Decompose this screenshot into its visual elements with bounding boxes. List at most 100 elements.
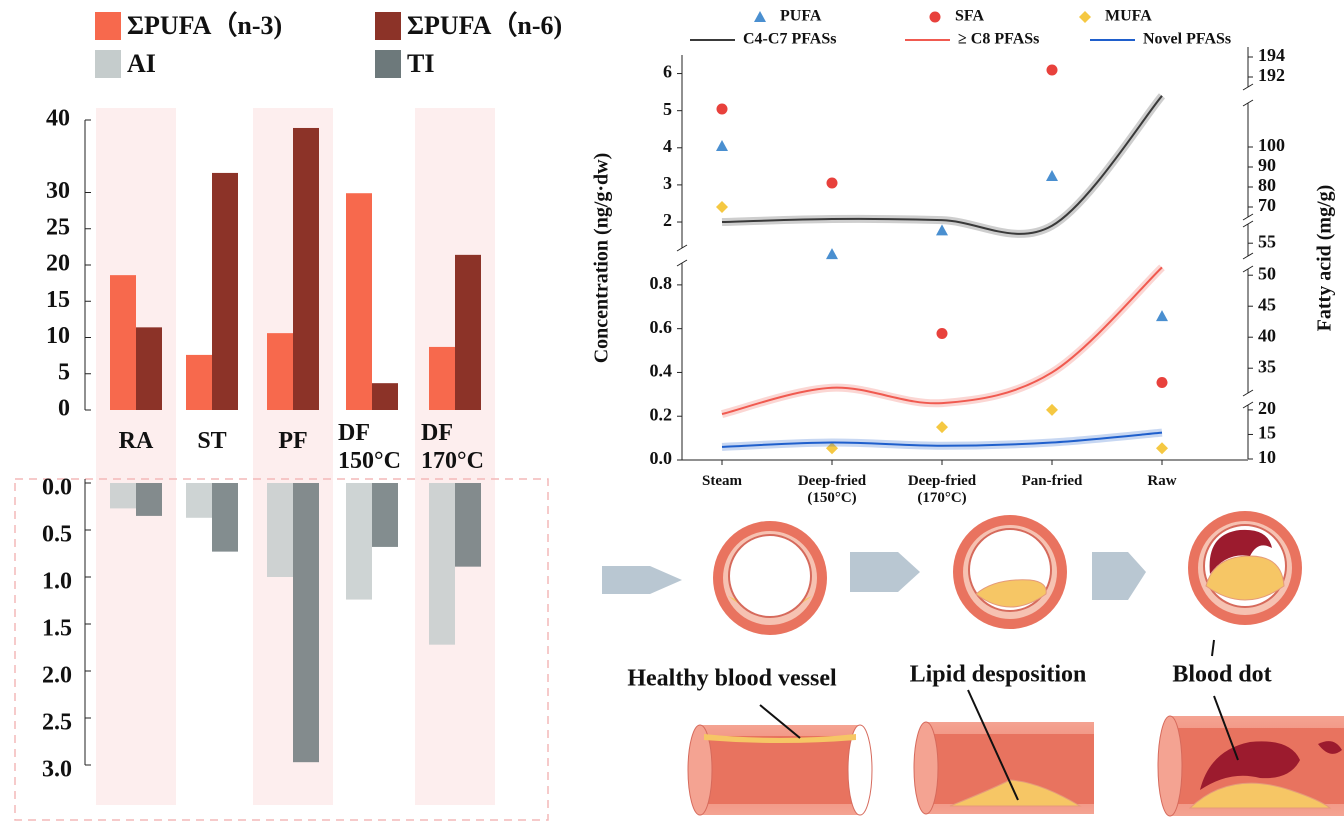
y-tick-label: 70	[1258, 195, 1276, 215]
diagram-label: Blood dot	[1172, 662, 1271, 688]
column-band	[96, 108, 176, 805]
column-band	[415, 108, 495, 805]
confidence-band	[721, 264, 1165, 418]
x-tick-label: Deep-fried (170°C)	[907, 473, 977, 507]
y-tick-label: 4	[663, 136, 672, 156]
scatter-point	[826, 442, 838, 455]
x-tick-label: RA	[118, 428, 154, 454]
axis-break	[1242, 389, 1254, 397]
bar	[455, 254, 481, 410]
bar	[186, 354, 212, 410]
y-tick-label: 90	[1258, 155, 1276, 175]
y-tick-label: 0	[58, 396, 70, 422]
legend-label: SFA	[955, 8, 984, 25]
x-tick-label: DF 150°C	[338, 420, 401, 474]
scatter-point	[936, 327, 948, 339]
y-tick-label: 3	[663, 173, 672, 193]
bar	[372, 483, 398, 547]
arrow	[850, 552, 920, 592]
scatter-point	[929, 11, 941, 23]
legend-swatch	[95, 12, 121, 40]
y-tick-label: 5	[58, 359, 70, 385]
bar	[136, 483, 162, 516]
legend-label: ≥ C8 PFASs	[958, 31, 1039, 48]
y-tick-label: 40	[46, 106, 70, 132]
line	[721, 266, 1163, 416]
confidence-band	[721, 93, 1166, 238]
y-tick-label: 1.0	[42, 569, 72, 595]
legend-label: ΣPUFA（n-3)	[127, 11, 282, 40]
y-tick-label: 50	[1258, 263, 1276, 283]
axis-break	[1242, 401, 1254, 409]
axis-break	[676, 244, 688, 252]
diagram-label: Healthy blood vessel	[627, 666, 837, 692]
x-tick-label: Raw	[1147, 473, 1177, 489]
bar	[136, 327, 162, 410]
x-tick-label: Pan-fried	[1021, 473, 1083, 489]
bar	[372, 383, 398, 410]
vessel-tube	[1157, 639, 1344, 817]
y-tick-label: 10	[1258, 447, 1276, 467]
y-tick-label: 45	[1258, 294, 1276, 314]
y-tick-label: 2	[663, 210, 672, 230]
legend-label: Novel PFASs	[1143, 31, 1231, 48]
bar	[293, 483, 319, 763]
scatter-point	[1046, 170, 1058, 181]
bar	[455, 483, 481, 567]
legend-label: MUFA	[1105, 8, 1152, 25]
scatter-point	[826, 177, 838, 189]
bar	[110, 483, 136, 509]
x-tick-label: Steam	[702, 473, 742, 489]
scatter-point	[716, 201, 728, 213]
scatter-point	[1079, 11, 1091, 23]
y-tick-label: 100	[1258, 135, 1285, 155]
y-tick-label: 10	[46, 323, 70, 349]
x-tick-label: Deep-fried (150°C)	[797, 473, 867, 507]
scatter-point	[1046, 64, 1058, 76]
legend-label: TI	[407, 49, 434, 78]
right-chart: 0.00.20.40.60.82345610152035404550557080…	[591, 8, 1336, 468]
vessel-section	[713, 521, 827, 635]
left-chart: 0 5 10 15 20 25 30 40 0.0 0.5 1.0 1.5 2.0 2.5 3.0 ΣPUFA…	[14, 11, 562, 821]
y-tick-label: 35	[1258, 356, 1276, 376]
y-tick-label: 40	[1258, 325, 1276, 345]
scatter-point	[936, 421, 948, 434]
y-axis-title: Concentration (ng/g·dw)	[591, 153, 613, 364]
bar	[186, 483, 212, 518]
bar	[110, 275, 136, 410]
vessel-section	[953, 515, 1067, 629]
scatter-point	[716, 140, 728, 151]
bar	[346, 483, 372, 600]
diagram: Healthy blood vessel Lipid desposition B…	[602, 511, 1344, 817]
bar	[293, 127, 319, 410]
legend-swatch	[375, 50, 401, 78]
bar	[212, 483, 238, 552]
y-tick-label: 15	[1258, 423, 1276, 443]
legend-label: PUFA	[780, 8, 822, 25]
x-tick-label: ST	[197, 428, 227, 454]
bar	[429, 346, 455, 410]
scatter-point	[1156, 442, 1168, 455]
y-tick-label: 0.5	[42, 522, 72, 548]
axis-break	[1242, 213, 1254, 221]
vessel-tube	[687, 704, 873, 816]
line	[721, 431, 1163, 448]
y-tick-label: 2.5	[42, 710, 72, 736]
axis-break	[1242, 99, 1254, 107]
y-tick-label: 194	[1258, 45, 1285, 65]
bar	[429, 483, 455, 645]
bar	[267, 333, 293, 410]
y-tick-label: 15	[46, 287, 70, 313]
vessel-section	[1188, 511, 1302, 625]
scatter-point	[1156, 376, 1168, 388]
x-tick-label: PF	[278, 428, 308, 454]
scatter-point	[1046, 403, 1058, 416]
axis-break	[1242, 220, 1254, 228]
y-tick-label: 0.2	[650, 404, 673, 424]
axis-break	[1242, 265, 1254, 273]
legend-label: C4-C7 PFASs	[743, 31, 836, 48]
x-tick-label: DF 170°C	[421, 420, 484, 474]
y-tick-label: 1.5	[42, 616, 72, 642]
bar	[267, 483, 293, 577]
